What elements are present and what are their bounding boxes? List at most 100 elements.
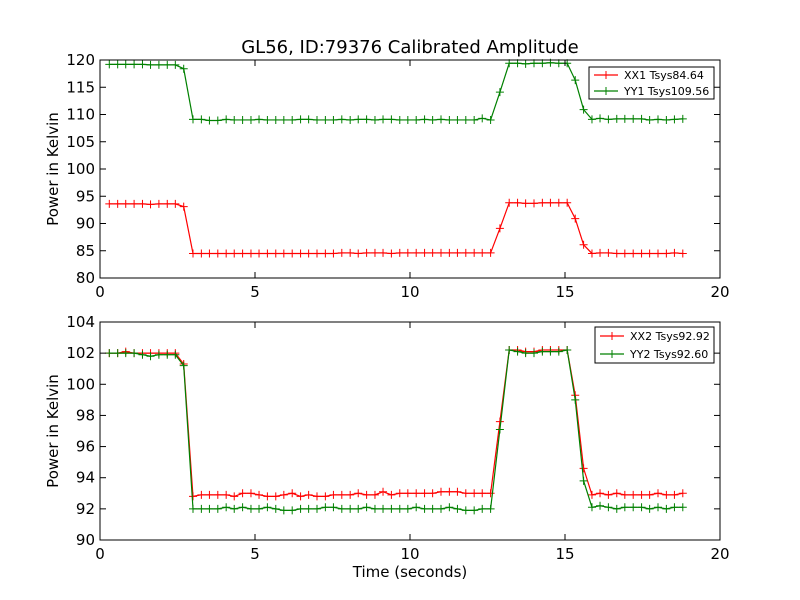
data-point xyxy=(538,198,547,207)
data-point xyxy=(130,349,139,358)
data-point xyxy=(453,115,462,124)
data-point xyxy=(486,115,495,124)
data-point xyxy=(246,115,255,124)
data-point xyxy=(428,504,437,513)
data-point xyxy=(130,60,139,69)
y-tick-label: 98 xyxy=(76,406,95,424)
data-point xyxy=(678,114,687,123)
data-point xyxy=(629,503,638,512)
data-point xyxy=(354,504,363,513)
data-point xyxy=(304,504,313,513)
data-point xyxy=(604,503,613,512)
data-point xyxy=(587,503,596,512)
data-point xyxy=(596,114,605,123)
data-point xyxy=(445,487,454,496)
data-point xyxy=(346,504,355,513)
data-point xyxy=(288,249,297,258)
data-point xyxy=(179,361,188,370)
series-line-1-2 xyxy=(109,62,683,122)
data-point xyxy=(146,200,155,209)
data-point xyxy=(213,504,222,513)
data-point xyxy=(121,199,130,208)
y-tick-label: 85 xyxy=(76,242,95,260)
data-point xyxy=(662,115,671,124)
data-point xyxy=(521,349,530,358)
data-point xyxy=(505,198,514,207)
data-point xyxy=(470,489,479,498)
x-axis-label: Time (seconds) xyxy=(352,563,468,581)
data-point xyxy=(271,249,280,258)
legend: XX2 Tsys92.92 YY2 Tsys92.60 xyxy=(594,326,715,364)
data-point xyxy=(428,115,437,124)
y-axis-label: Power in Kelvin xyxy=(44,112,62,226)
data-point xyxy=(629,114,638,123)
data-point xyxy=(296,249,305,258)
data-point xyxy=(395,248,404,257)
data-point xyxy=(486,489,495,498)
data-point xyxy=(678,489,687,498)
data-point xyxy=(138,350,147,359)
data-point xyxy=(130,199,139,208)
data-point xyxy=(579,240,588,249)
data-point xyxy=(255,490,264,499)
data-point xyxy=(255,249,264,258)
data-point xyxy=(329,490,338,499)
data-point xyxy=(546,347,555,356)
data-point xyxy=(486,504,495,513)
data-point xyxy=(470,248,479,257)
data-point xyxy=(604,115,613,124)
data-point xyxy=(513,59,522,68)
data-point xyxy=(179,202,188,211)
data-point xyxy=(495,224,504,233)
data-point xyxy=(571,214,580,223)
data-point xyxy=(238,249,247,258)
data-point xyxy=(354,489,363,498)
top-panel: 0 5 10 15 20 80 85 90 95 100 105 110 115 120 Power in … xyxy=(44,51,730,301)
legend-label: YY1 Tsys109.56 xyxy=(623,85,709,98)
data-point xyxy=(321,115,330,124)
data-point xyxy=(321,492,330,501)
data-point xyxy=(579,464,588,473)
data-point xyxy=(387,115,396,124)
data-point xyxy=(346,115,355,124)
legend-label: XX1 Tsys84.64 xyxy=(624,69,704,82)
data-point xyxy=(453,504,462,513)
data-point xyxy=(154,199,163,208)
data-point xyxy=(379,487,388,496)
data-point xyxy=(313,504,321,513)
data-point xyxy=(670,248,679,257)
data-point xyxy=(395,115,404,124)
data-point xyxy=(313,115,321,124)
data-point xyxy=(612,249,621,258)
y-tick-label: 102 xyxy=(66,344,95,362)
data-point xyxy=(238,489,247,498)
data-point xyxy=(288,115,297,124)
data-point xyxy=(329,115,338,124)
data-point xyxy=(370,504,379,513)
data-point xyxy=(263,115,272,124)
data-point xyxy=(379,115,388,124)
data-point xyxy=(620,503,629,512)
data-point xyxy=(403,248,412,257)
y-tick-label: 80 xyxy=(76,269,95,287)
data-point xyxy=(346,490,355,499)
chart-title: GL56, ID:79376 Calibrated Amplitude xyxy=(241,37,579,58)
data-point xyxy=(321,503,330,512)
x-tick-label: 10 xyxy=(400,545,419,563)
data-point xyxy=(554,347,563,356)
data-point xyxy=(604,248,613,257)
data-point xyxy=(670,490,679,499)
data-point xyxy=(370,115,379,124)
data-point xyxy=(230,249,239,258)
data-point xyxy=(354,249,363,258)
data-point xyxy=(246,249,255,258)
y-tick-label: 120 xyxy=(66,51,95,69)
data-point xyxy=(346,248,355,257)
data-point xyxy=(171,60,180,69)
data-point xyxy=(571,76,580,85)
data-point xyxy=(437,115,445,124)
data-point xyxy=(428,489,437,498)
data-point xyxy=(105,60,114,69)
data-point xyxy=(304,490,313,499)
data-point xyxy=(587,490,596,499)
